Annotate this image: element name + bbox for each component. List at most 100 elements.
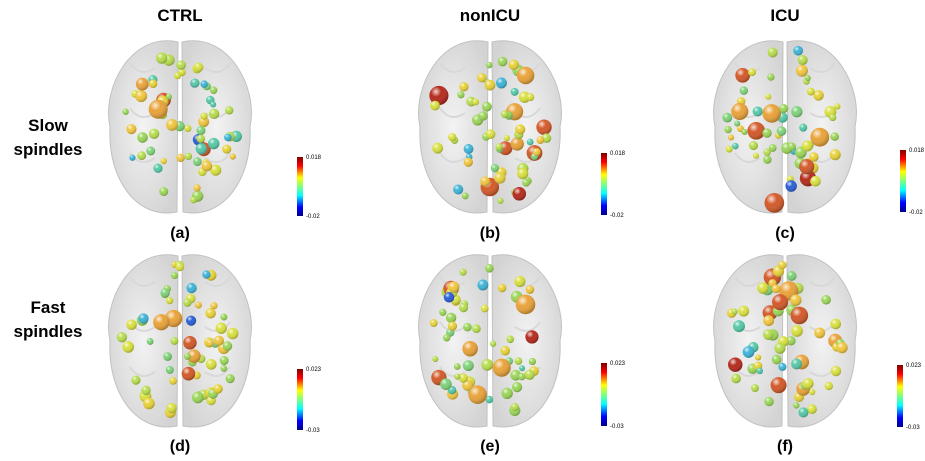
colorbar-min: -0.02 xyxy=(306,214,320,220)
node-shine xyxy=(444,292,455,303)
node-shine xyxy=(196,143,207,154)
node-shine xyxy=(807,404,817,414)
node-shine xyxy=(788,143,796,151)
node-shine xyxy=(477,73,486,82)
colorbar-min: -0.03 xyxy=(906,425,920,431)
column-title: nonICU xyxy=(430,6,550,26)
node-shine xyxy=(724,126,731,133)
node-shine xyxy=(176,263,185,272)
node-shine xyxy=(226,374,235,383)
node-shine xyxy=(210,86,217,93)
node-shine xyxy=(793,46,803,56)
node-shine xyxy=(526,285,535,294)
node-shine xyxy=(201,161,212,172)
node-shine xyxy=(138,313,148,323)
node-shine xyxy=(799,124,807,132)
node-shine xyxy=(791,307,809,325)
node-shine xyxy=(779,104,788,113)
node-shine xyxy=(529,358,536,365)
node-shine xyxy=(515,124,525,134)
node-shine xyxy=(153,314,169,330)
node-shine xyxy=(193,184,200,191)
brain-panels: (a)0.018-0.02(b)0.018-0.02(c)0.018-0.02(… xyxy=(0,0,925,461)
node-shine xyxy=(186,283,196,293)
node-shine xyxy=(733,320,745,332)
node-shine xyxy=(153,164,162,173)
node-shine xyxy=(799,159,814,174)
node-shine xyxy=(517,168,528,179)
node-shine xyxy=(763,149,770,156)
node-shine xyxy=(525,370,535,380)
colorbar-max: 0.018 xyxy=(306,155,322,161)
node-shine xyxy=(216,323,227,334)
node-shine xyxy=(430,101,440,111)
node-shine xyxy=(798,407,808,417)
node-shine xyxy=(830,132,839,141)
node-shine xyxy=(184,125,191,132)
figure: (a)0.018-0.02(b)0.018-0.02(c)0.018-0.02(… xyxy=(0,0,925,461)
node-shine xyxy=(747,122,765,140)
node-shine xyxy=(432,356,438,362)
node-shine xyxy=(514,276,525,287)
node-shine xyxy=(506,336,514,344)
node-shine xyxy=(731,374,741,384)
node-shine xyxy=(143,398,155,410)
node-shine xyxy=(791,106,802,117)
node-shine xyxy=(193,157,202,166)
hemisphere xyxy=(714,41,783,213)
node-shine xyxy=(829,114,836,121)
node-shine xyxy=(762,128,771,137)
node-shine xyxy=(446,313,456,323)
node-shine xyxy=(206,359,217,370)
node-shine xyxy=(790,294,802,306)
hemisphere xyxy=(492,255,561,427)
colorbar-min: -0.03 xyxy=(306,428,320,434)
node-shine xyxy=(495,143,502,150)
node-shine xyxy=(149,100,168,119)
node-shine xyxy=(186,316,196,326)
node-shine xyxy=(722,113,732,123)
node-shine xyxy=(191,79,200,88)
colorbar-min: -0.02 xyxy=(610,213,624,219)
node-shine xyxy=(460,269,467,276)
node-shine xyxy=(485,264,494,273)
node-shine xyxy=(457,91,464,98)
hemisphere xyxy=(182,41,251,213)
node-shine xyxy=(491,164,499,172)
node-shine xyxy=(463,323,472,332)
node-shine xyxy=(485,80,496,91)
node-shine xyxy=(213,384,223,394)
node-shine xyxy=(749,141,758,150)
node-shine xyxy=(454,373,460,379)
node-shine xyxy=(830,149,841,160)
colorbar-min: -0.03 xyxy=(610,424,624,430)
node-shine xyxy=(126,124,136,134)
node-shine xyxy=(163,352,172,361)
node-shine xyxy=(161,158,167,164)
node-shine xyxy=(209,109,219,119)
brain xyxy=(714,255,857,427)
node-shine xyxy=(741,129,747,135)
node-shine xyxy=(732,309,738,315)
node-shine xyxy=(767,73,774,80)
node-shine xyxy=(195,302,202,309)
node-shine xyxy=(453,184,463,194)
node-shine xyxy=(785,180,797,192)
colorbar-max: 0.023 xyxy=(610,361,626,367)
node-shine xyxy=(536,119,551,134)
node-shine xyxy=(185,153,192,160)
node-shine xyxy=(477,280,488,291)
node-shine xyxy=(146,147,155,156)
node-shine xyxy=(205,308,216,319)
node-shine xyxy=(169,377,177,385)
node-shine xyxy=(738,306,749,317)
node-shine xyxy=(122,109,128,115)
node-shine xyxy=(174,72,181,79)
node-shine xyxy=(149,79,158,88)
node-shine xyxy=(748,68,756,76)
node-shine xyxy=(166,403,176,413)
brain xyxy=(419,41,562,213)
panel-label: (f) xyxy=(777,438,793,455)
node-shine xyxy=(197,135,205,143)
node-shine xyxy=(511,137,524,150)
